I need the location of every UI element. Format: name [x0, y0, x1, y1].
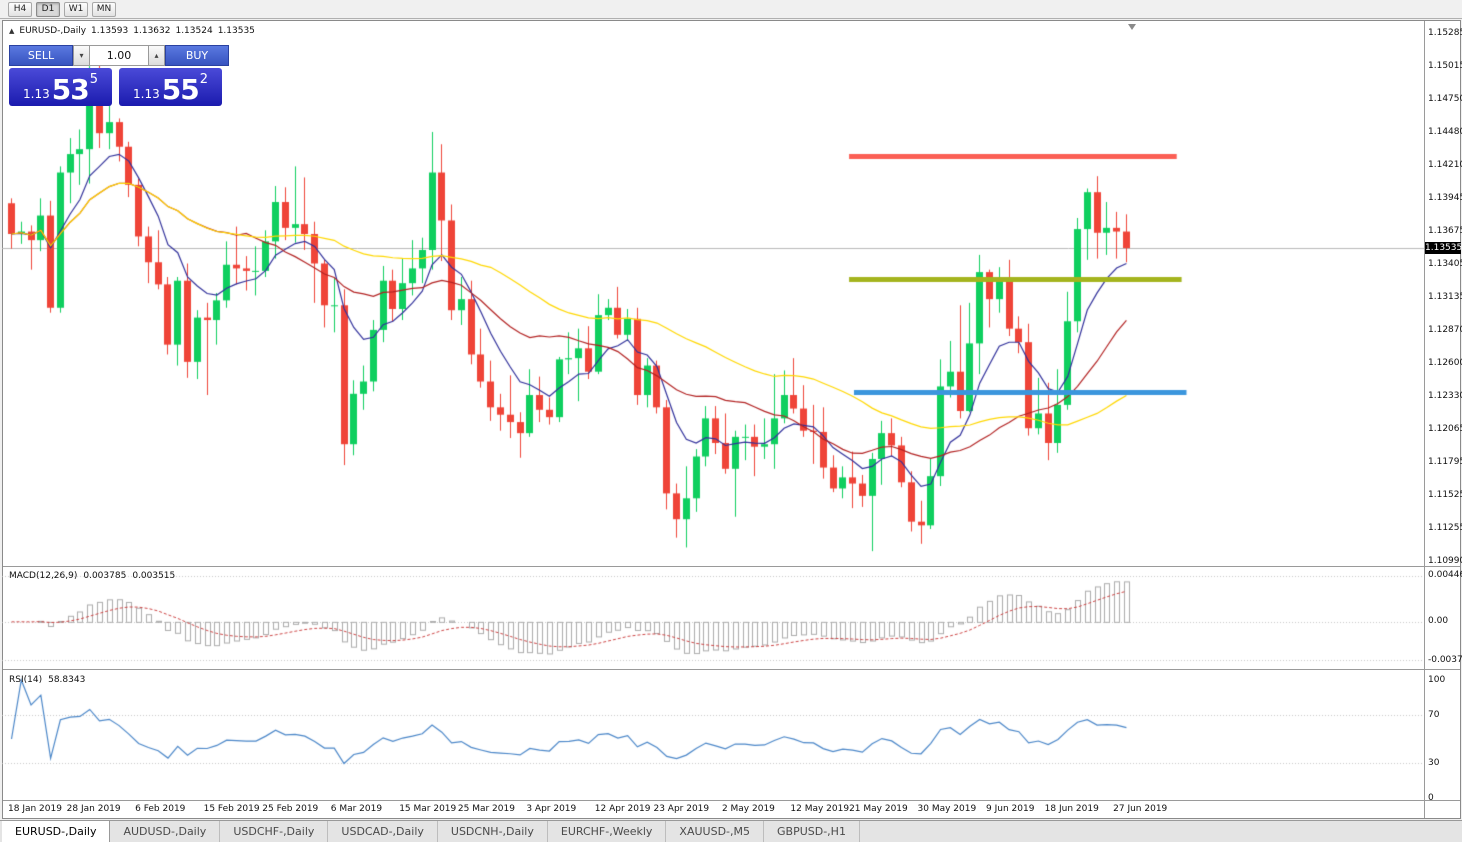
volume-input[interactable]: [90, 45, 148, 66]
date-axis-label: 9 Jun 2019: [986, 804, 1035, 814]
sell-price-prefix: 1.13: [23, 86, 50, 101]
date-axis-label: 2 May 2019: [721, 804, 775, 814]
chart-symbol-label: EURUSD-,Daily: [19, 26, 87, 36]
current-price-tag: 1.13535: [1425, 242, 1462, 254]
date-axis-label: 18 Jun 2019: [1044, 804, 1099, 814]
price-axis-label: 1.12330: [1428, 391, 1462, 401]
date-axis-label: 30 May 2019: [917, 804, 977, 814]
price-axis-label: 1.12870: [1428, 325, 1462, 335]
date-axis-label: 15 Feb 2019: [203, 804, 260, 814]
date-axis-label: 3 Apr 2019: [526, 804, 577, 814]
price-axis-label: 1.12065: [1428, 424, 1462, 434]
price-axis-label: 1.11795: [1428, 457, 1462, 467]
price-axis-label: 1.14480: [1428, 127, 1462, 137]
price-axis-label: 1.10990: [1428, 556, 1462, 566]
macd-name: MACD(12,26,9): [9, 571, 78, 581]
chart-tab-bar: EURUSD-,Daily AUDUSD-,Daily USDCHF-,Daily U…: [0, 820, 1462, 842]
pane-divider-macd[interactable]: [3, 566, 1460, 567]
chart-tab-usdchf[interactable]: USDCHF-,Daily: [220, 821, 329, 842]
buy-price-main: 55: [161, 73, 200, 106]
price-axis-label: 1.12600: [1428, 358, 1462, 368]
trade-panel-toggle-icon[interactable]: ▲: [9, 27, 15, 35]
buy-price-display[interactable]: 1.13 55 2: [119, 68, 222, 106]
timeframe-button-mn[interactable]: MN: [92, 1, 116, 17]
price-chart-canvas[interactable]: [2, 20, 1424, 566]
date-axis-label: 12 May 2019: [790, 804, 850, 814]
chart-tab-eurchf[interactable]: EURCHF-,Weekly: [547, 821, 667, 842]
price-axis-label: 1.13675: [1428, 226, 1462, 236]
price-axis-label: 1.14750: [1428, 94, 1462, 104]
macd-indicator-label: MACD(12,26,9) 0.003785 0.003515: [9, 571, 175, 581]
price-axis-label: 1.15015: [1428, 61, 1462, 71]
macd-axis-label: 0.00: [1428, 616, 1449, 626]
price-axis-label: 1.14210: [1428, 160, 1462, 170]
chart-tab-eurusd[interactable]: EURUSD-,Daily: [2, 821, 111, 842]
price-axis-label: 1.15285: [1428, 28, 1462, 38]
sell-button[interactable]: SELL: [9, 45, 73, 66]
volume-decrease-button[interactable]: ▾: [73, 45, 90, 66]
price-axis-label: 1.11525: [1428, 490, 1462, 500]
pane-divider-rsi[interactable]: [3, 669, 1460, 670]
ohlc-close-value: 1.13535: [217, 26, 255, 36]
timeframe-button-h4[interactable]: H4: [8, 1, 32, 17]
price-axis-label: 1.11255: [1428, 523, 1462, 533]
date-axis-label: 25 Mar 2019: [457, 804, 515, 814]
price-scale-divider[interactable]: [1424, 21, 1425, 818]
date-axis-label: 18 Jan 2019: [8, 804, 62, 814]
chart-tab-usdcnh[interactable]: USDCNH-,Daily: [437, 821, 548, 842]
rsi-value: 58.8343: [48, 675, 86, 685]
rsi-chart-canvas[interactable]: [2, 670, 1424, 800]
rsi-axis-label: 70: [1428, 710, 1440, 720]
date-axis-label: 25 Feb 2019: [262, 804, 319, 814]
trade-controls-row: SELL ▾ ▴ BUY: [9, 45, 229, 66]
date-axis-label: 12 Apr 2019: [594, 804, 651, 814]
rsi-axis-label: 100: [1428, 675, 1446, 685]
volume-increase-button[interactable]: ▴: [148, 45, 165, 66]
date-axis-label: 15 Mar 2019: [399, 804, 457, 814]
ohlc-low-value: 1.13524: [175, 26, 213, 36]
ohlc-open-value: 1.13593: [91, 26, 129, 36]
rsi-axis-label: 0: [1428, 793, 1434, 803]
rsi-axis-label: 30: [1428, 758, 1440, 768]
chart-ohlc-header: ▲ EURUSD-,Daily 1.13593 1.13632 1.13524 …: [9, 26, 255, 36]
timeframe-toolbar: H4 D1 W1 MN: [0, 0, 1462, 19]
macd-chart-canvas[interactable]: [2, 567, 1424, 669]
price-axis-label: 1.13135: [1428, 292, 1462, 302]
macd-main-value: 0.003785: [83, 571, 127, 581]
macd-axis-label: 0.004465: [1428, 570, 1462, 580]
chart-tab-gbpusd[interactable]: GBPUSD-,H1: [764, 821, 860, 842]
buy-price-prefix: 1.13: [133, 86, 160, 101]
pane-divider-dates: [3, 800, 1460, 801]
buy-price-pip: 2: [199, 72, 208, 87]
price-axis-label: 1.13945: [1428, 193, 1462, 203]
macd-signal-value: 0.003515: [132, 571, 176, 581]
rsi-indicator-label: RSI(14) 58.8343: [9, 675, 85, 685]
date-axis-label: 6 Feb 2019: [135, 804, 186, 814]
date-axis-label: 6 Mar 2019: [330, 804, 383, 814]
sell-price-pip: 5: [89, 72, 98, 87]
chart-tab-audusd[interactable]: AUDUSD-,Daily: [110, 821, 221, 842]
buy-button[interactable]: BUY: [165, 45, 229, 66]
ohlc-high-value: 1.13632: [133, 26, 171, 36]
bid-ask-row: 1.13 53 5 1.13 55 2: [9, 68, 229, 106]
sell-price-main: 53: [51, 73, 90, 106]
chart-tab-xauusd[interactable]: XAUUSD-,M5: [666, 821, 764, 842]
date-axis-label: 21 May 2019: [849, 804, 908, 814]
chart-shift-marker-icon[interactable]: [1128, 24, 1136, 30]
price-axis-label: 1.13405: [1428, 259, 1462, 269]
date-axis-label: 23 Apr 2019: [653, 804, 710, 814]
timeframe-button-d1[interactable]: D1: [36, 1, 60, 17]
rsi-name: RSI(14): [9, 675, 43, 685]
timeframe-button-w1[interactable]: W1: [64, 1, 88, 17]
date-axis-label: 28 Jan 2019: [66, 804, 121, 814]
sell-price-display[interactable]: 1.13 53 5: [9, 68, 112, 106]
macd-axis-label: -0.003715: [1428, 655, 1462, 665]
chart-tab-usdcad[interactable]: USDCAD-,Daily: [328, 821, 438, 842]
date-axis-label: 27 Jun 2019: [1113, 804, 1168, 814]
